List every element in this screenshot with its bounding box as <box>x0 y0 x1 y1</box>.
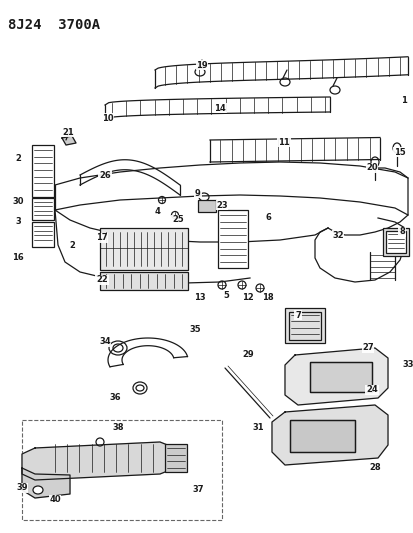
Text: 5: 5 <box>223 290 228 300</box>
Text: 2: 2 <box>69 240 75 249</box>
Polygon shape <box>62 136 76 145</box>
Text: 26: 26 <box>99 171 111 180</box>
Text: 33: 33 <box>401 360 413 369</box>
Text: 7: 7 <box>294 311 300 319</box>
Text: 25: 25 <box>172 215 183 224</box>
Bar <box>197 200 216 212</box>
Bar <box>218 210 247 268</box>
Ellipse shape <box>218 281 225 289</box>
Text: 6: 6 <box>264 214 270 222</box>
Text: 18: 18 <box>261 294 273 303</box>
Text: 14: 14 <box>214 103 225 112</box>
Text: 3: 3 <box>15 217 21 227</box>
Bar <box>385 231 405 253</box>
Text: 27: 27 <box>361 343 373 352</box>
Text: 31: 31 <box>252 424 263 432</box>
Polygon shape <box>271 405 387 465</box>
Bar <box>100 272 188 290</box>
Bar <box>309 362 371 392</box>
Text: 11: 11 <box>278 138 289 147</box>
Text: 13: 13 <box>194 294 205 303</box>
Bar <box>32 145 54 197</box>
Text: 9: 9 <box>195 189 200 198</box>
Ellipse shape <box>237 281 245 289</box>
Text: 2: 2 <box>15 154 21 163</box>
Text: 15: 15 <box>393 148 405 157</box>
Bar <box>382 228 408 256</box>
Bar <box>288 312 320 340</box>
Bar <box>32 198 54 220</box>
Text: 35: 35 <box>189 326 200 335</box>
Bar <box>284 308 324 343</box>
Text: 32: 32 <box>331 230 343 239</box>
Bar <box>32 222 54 247</box>
Ellipse shape <box>133 382 147 394</box>
Text: 19: 19 <box>196 61 207 69</box>
Ellipse shape <box>96 438 104 446</box>
Text: 21: 21 <box>62 127 74 136</box>
Text: 30: 30 <box>12 198 24 206</box>
Bar <box>100 228 188 270</box>
Text: 39: 39 <box>16 483 28 492</box>
Ellipse shape <box>33 486 43 494</box>
Text: 34: 34 <box>99 337 111 346</box>
Bar <box>289 420 354 452</box>
Polygon shape <box>284 348 387 405</box>
Ellipse shape <box>113 344 123 352</box>
Text: 8J24  3700A: 8J24 3700A <box>8 18 100 32</box>
Ellipse shape <box>255 284 263 292</box>
Text: 10: 10 <box>102 114 114 123</box>
Text: 20: 20 <box>366 164 377 173</box>
Bar <box>289 420 354 452</box>
Text: 16: 16 <box>12 254 24 262</box>
Text: 36: 36 <box>109 393 121 402</box>
Polygon shape <box>22 468 70 498</box>
Ellipse shape <box>109 341 127 355</box>
Bar <box>309 362 371 392</box>
Text: 17: 17 <box>96 233 107 243</box>
Bar <box>165 444 187 472</box>
Text: 1: 1 <box>400 95 406 104</box>
Text: 24: 24 <box>365 385 377 394</box>
Text: 12: 12 <box>242 294 253 303</box>
Text: 8: 8 <box>398 228 404 237</box>
Text: 23: 23 <box>216 200 227 209</box>
Ellipse shape <box>279 78 289 86</box>
Ellipse shape <box>370 157 378 167</box>
Polygon shape <box>22 442 175 480</box>
Text: 29: 29 <box>242 351 253 359</box>
Text: 28: 28 <box>368 464 380 472</box>
Text: 37: 37 <box>192 486 203 495</box>
Text: 40: 40 <box>49 496 61 505</box>
Bar <box>22 420 221 520</box>
Ellipse shape <box>392 143 400 153</box>
Ellipse shape <box>199 193 209 201</box>
Text: 22: 22 <box>96 276 108 285</box>
Text: 38: 38 <box>112 424 123 432</box>
Ellipse shape <box>195 68 204 76</box>
Text: 4: 4 <box>155 207 161 216</box>
Ellipse shape <box>329 86 339 94</box>
